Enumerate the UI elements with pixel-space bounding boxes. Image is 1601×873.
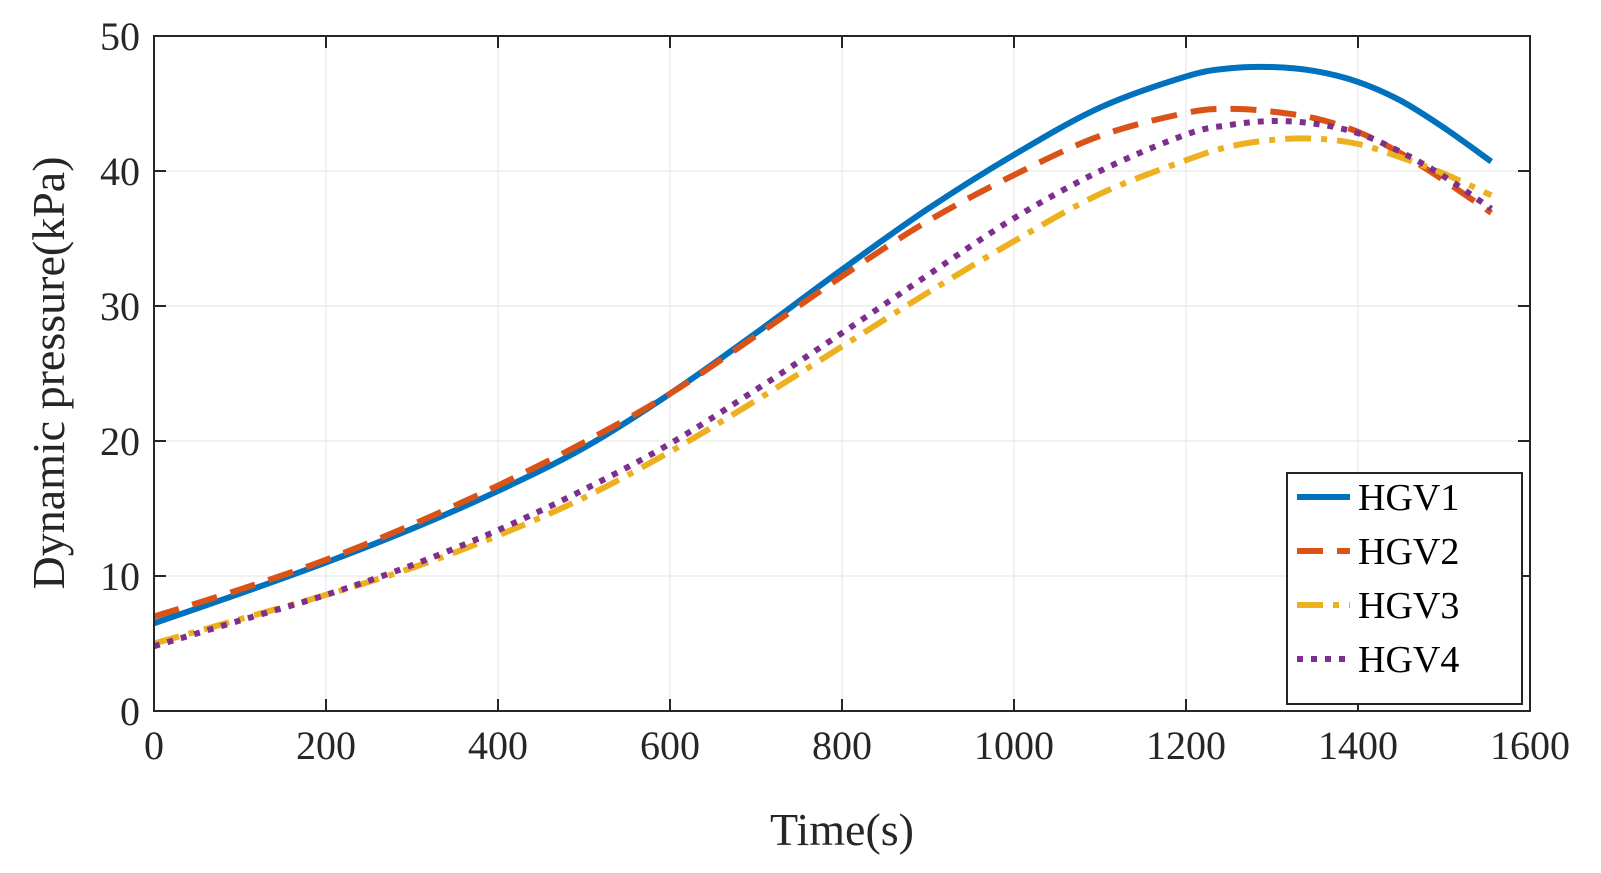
legend-label-hgv3: HGV3 bbox=[1358, 585, 1459, 627]
series-line-hgv4 bbox=[153, 118, 1493, 650]
x-tick-label: 1600 bbox=[1490, 723, 1570, 768]
legend: HGV1 HGV2 HGV3 HGV4 bbox=[1286, 472, 1523, 705]
legend-box bbox=[1286, 472, 1523, 705]
x-tick-label: 400 bbox=[468, 723, 528, 768]
legend-label-hgv4: HGV4 bbox=[1358, 639, 1459, 681]
legend-label-hgv1: HGV1 bbox=[1358, 477, 1459, 519]
x-tick-label: 200 bbox=[296, 723, 356, 768]
legend-label-hgv2: HGV2 bbox=[1358, 531, 1459, 573]
series-line-hgv2 bbox=[153, 105, 1493, 620]
y-tick-label: 10 bbox=[100, 554, 140, 599]
series-lines bbox=[153, 63, 1494, 650]
x-tick-label: 0 bbox=[144, 723, 164, 768]
y-axis-label: Dynamic pressure(kPa) bbox=[23, 156, 74, 589]
y-tick-label: 40 bbox=[100, 149, 140, 194]
x-tick-label: 1400 bbox=[1318, 723, 1398, 768]
x-tick-label: 600 bbox=[640, 723, 700, 768]
x-tick-label: 1200 bbox=[1146, 723, 1226, 768]
legend-items: HGV1 HGV2 HGV3 HGV4 bbox=[1297, 477, 1459, 681]
axis-ticks: 0 200 400 600 800 1000 1200 1400 1600 0 10 20 30 40 50 bbox=[100, 14, 1570, 768]
x-tick-label: 1000 bbox=[974, 723, 1054, 768]
y-tick-label: 0 bbox=[120, 689, 140, 734]
y-tick-label: 20 bbox=[100, 419, 140, 464]
x-axis-label: Time(s) bbox=[770, 804, 914, 855]
series-line-hgv1 bbox=[153, 63, 1494, 627]
y-tick-label: 50 bbox=[100, 14, 140, 59]
y-tick-label: 30 bbox=[100, 284, 140, 329]
x-tick-label: 800 bbox=[812, 723, 872, 768]
